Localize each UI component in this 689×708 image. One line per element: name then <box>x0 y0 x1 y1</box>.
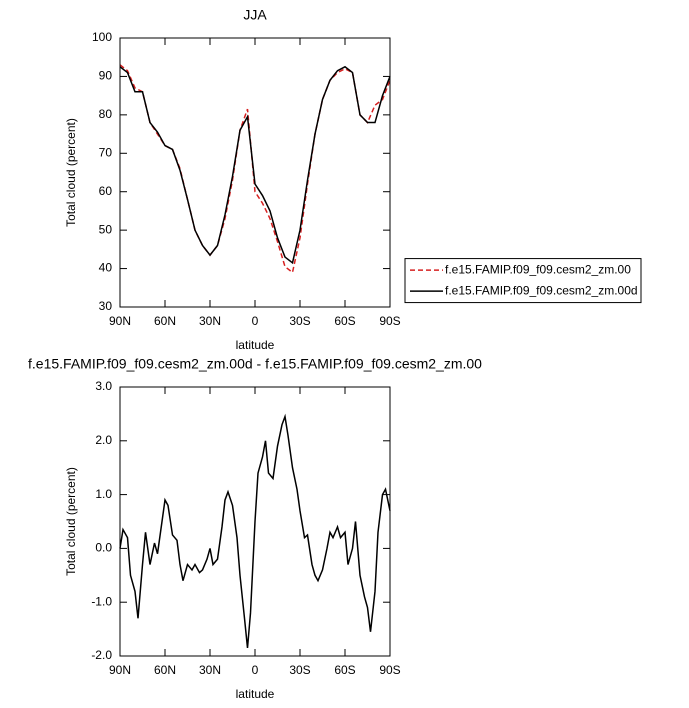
y-tick-label: 90 <box>99 69 113 83</box>
x-tick-label: 90S <box>379 314 400 328</box>
plot-frame <box>119 37 391 308</box>
data-line <box>119 64 391 274</box>
y-tick-label: 1.0 <box>95 487 112 501</box>
x-tick-label: 60N <box>154 314 176 328</box>
y-tick-label: -2.0 <box>91 648 112 662</box>
x-tick-label: 60S <box>334 663 355 677</box>
x-axis-label: latitude <box>236 687 275 701</box>
x-tick-label: 90N <box>109 314 131 328</box>
x-tick-label: 60S <box>334 314 355 328</box>
plot-frame <box>119 386 391 657</box>
y-tick-label: 100 <box>92 30 112 44</box>
x-tick-label: 30S <box>289 663 310 677</box>
x-tick-label: 0 <box>252 314 259 328</box>
x-tick-label: 30N <box>199 314 221 328</box>
x-tick-label: 90N <box>109 663 131 677</box>
y-axis-label: Total cloud (percent) <box>64 118 78 227</box>
x-axis-label: latitude <box>236 338 275 352</box>
y-tick-label: 0.0 <box>95 541 112 555</box>
y-tick-label: 40 <box>99 261 113 275</box>
y-tick-label: 30 <box>99 299 113 313</box>
x-tick-label: 90S <box>379 663 400 677</box>
y-tick-label: 3.0 <box>95 379 112 393</box>
x-tick-label: 30N <box>199 663 221 677</box>
data-line <box>119 413 391 649</box>
y-tick-label: -1.0 <box>91 594 112 608</box>
data-line <box>119 65 391 265</box>
x-tick-label: 60N <box>154 663 176 677</box>
legend-label: f.e15.FAMIP.f09_f09.cesm2_zm.00d <box>445 283 638 297</box>
y-tick-label: 80 <box>99 107 113 121</box>
legend-box <box>404 258 642 304</box>
y-axis-label: Total cloud (percent) <box>64 467 78 576</box>
y-tick-label: 50 <box>99 222 113 236</box>
chart-title: f.e15.FAMIP.f09_f09.cesm2_zm.00d - f.e15… <box>28 356 482 372</box>
x-tick-label: 30S <box>289 314 310 328</box>
legend-label: f.e15.FAMIP.f09_f09.cesm2_zm.00 <box>445 262 631 276</box>
chart-title: JJA <box>243 7 267 23</box>
y-tick-label: 2.0 <box>95 433 112 447</box>
y-tick-label: 60 <box>99 184 113 198</box>
x-tick-label: 0 <box>252 663 259 677</box>
y-tick-label: 70 <box>99 145 113 159</box>
